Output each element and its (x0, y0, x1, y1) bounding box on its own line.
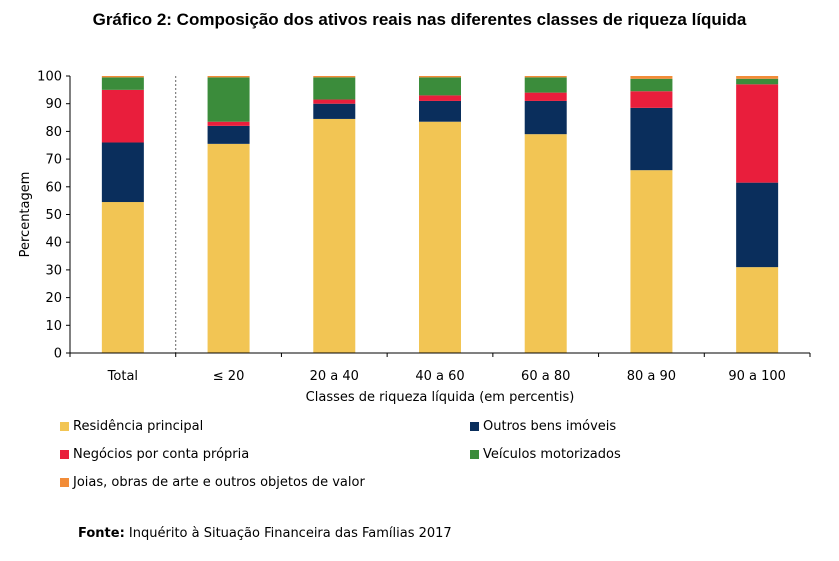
y-tick-label: 30 (45, 263, 62, 278)
legend-item: Negócios por conta própria (60, 447, 249, 462)
bar-segment-3-3 (419, 77, 461, 96)
bar-segment-1-3 (419, 100, 461, 122)
bar-segment-3-2 (313, 77, 356, 100)
y-tick-label: 50 (45, 208, 62, 223)
bar-segment-2-6 (736, 84, 779, 183)
legend-swatch (470, 450, 479, 459)
bar-segment-4-3 (419, 76, 461, 78)
y-axis-title: Percentagem (18, 172, 33, 258)
bar-segment-2-5 (630, 91, 673, 108)
legend-swatch (60, 422, 69, 431)
bar-segment-1-2 (313, 103, 356, 119)
bar-segment-2-4 (524, 92, 567, 101)
legend-swatch (60, 450, 69, 459)
bar-segment-3-0 (101, 77, 144, 90)
y-tick-label: 10 (45, 319, 62, 334)
bar-segment-0-1 (207, 143, 250, 353)
y-tick-label: 90 (45, 97, 62, 112)
x-tick-label: ≤ 20 (213, 369, 245, 384)
bar-segment-1-0 (101, 142, 144, 203)
source-text: Inquérito à Situação Financeira das Famí… (128, 526, 452, 541)
legend-label: Outros bens imóveis (483, 419, 617, 434)
bar-segment-0-5 (630, 170, 673, 353)
axes-layer: Total ≤ 20 20 a 40 40 a 60 60 a 80 80 a 90 90 … (18, 70, 811, 405)
bar-segment-1-1 (207, 125, 250, 144)
bar-segment-3-6 (736, 78, 779, 85)
y-tick-label: 20 (45, 291, 62, 306)
x-tick-label: 80 a 90 (627, 369, 676, 384)
y-tick-label: 80 (45, 125, 62, 140)
bar-segment-1-5 (630, 107, 673, 171)
bar-segment-0-3 (419, 121, 461, 353)
legend-item: Residência principal (60, 419, 203, 434)
bar-segment-4-0 (101, 76, 144, 78)
bar-segment-4-2 (313, 76, 356, 78)
source-label: Fonte: (78, 526, 125, 541)
bar-segment-3-5 (630, 78, 673, 92)
bars-layer (101, 76, 779, 353)
legend-item: Veículos motorizados (470, 447, 621, 462)
chart-title: Gráfico 2: Composição dos ativos reais n… (92, 10, 747, 29)
bar-segment-4-1 (207, 76, 250, 78)
bar-segment-2-3 (419, 95, 461, 101)
legend-item: Joias, obras de arte e outros objetos de… (60, 475, 365, 490)
stacked-bar-chart: Total ≤ 20 20 a 40 40 a 60 60 a 80 80 a 90 90 … (18, 70, 811, 405)
bar-segment-2-0 (101, 89, 144, 143)
legend-label: Veículos motorizados (483, 447, 621, 462)
y-tick-label: 60 (45, 180, 62, 195)
legend-label: Joias, obras de arte e outros objetos de… (73, 475, 365, 490)
bar-segment-0-0 (101, 202, 144, 353)
bar-segment-4-4 (524, 76, 567, 78)
bar-segment-3-1 (207, 77, 250, 122)
y-tick-label: 40 (45, 236, 62, 251)
x-tick-label: 60 a 80 (521, 369, 570, 384)
bar-segment-4-5 (630, 76, 673, 79)
bar-segment-0-4 (524, 134, 567, 353)
legend-swatch (60, 478, 69, 487)
bar-segment-0-2 (313, 118, 356, 353)
y-tick-label: 70 (45, 153, 62, 168)
x-tick-label: 90 a 100 (728, 369, 786, 384)
x-tick-label: 20 a 40 (310, 369, 359, 384)
bar-segment-0-6 (736, 267, 779, 353)
bar-segment-3-4 (524, 77, 567, 93)
source-note: Fonte: Inquérito à Situação Financeira d… (78, 526, 452, 541)
y-tick-label: 100 (37, 70, 62, 85)
legend-label: Residência principal (73, 419, 204, 434)
bar-segment-4-6 (736, 76, 779, 79)
bar-segment-1-4 (524, 100, 567, 135)
x-axis-title: Classes de riqueza líquida (em percentis… (306, 390, 575, 405)
legend-item: Outros bens imóveis (470, 419, 616, 434)
bar-segment-1-6 (736, 182, 779, 268)
bar-segment-2-1 (207, 121, 250, 126)
legend-swatch (470, 422, 479, 431)
x-tick-label: 40 a 60 (415, 369, 464, 384)
legend-label: Negócios por conta própria (73, 447, 250, 462)
x-tick-label: Total (107, 369, 138, 384)
bar-segment-2-2 (313, 99, 356, 104)
y-tick-label: 0 (54, 347, 62, 362)
legend: Residência principal Outros bens imóveis N… (60, 419, 760, 499)
